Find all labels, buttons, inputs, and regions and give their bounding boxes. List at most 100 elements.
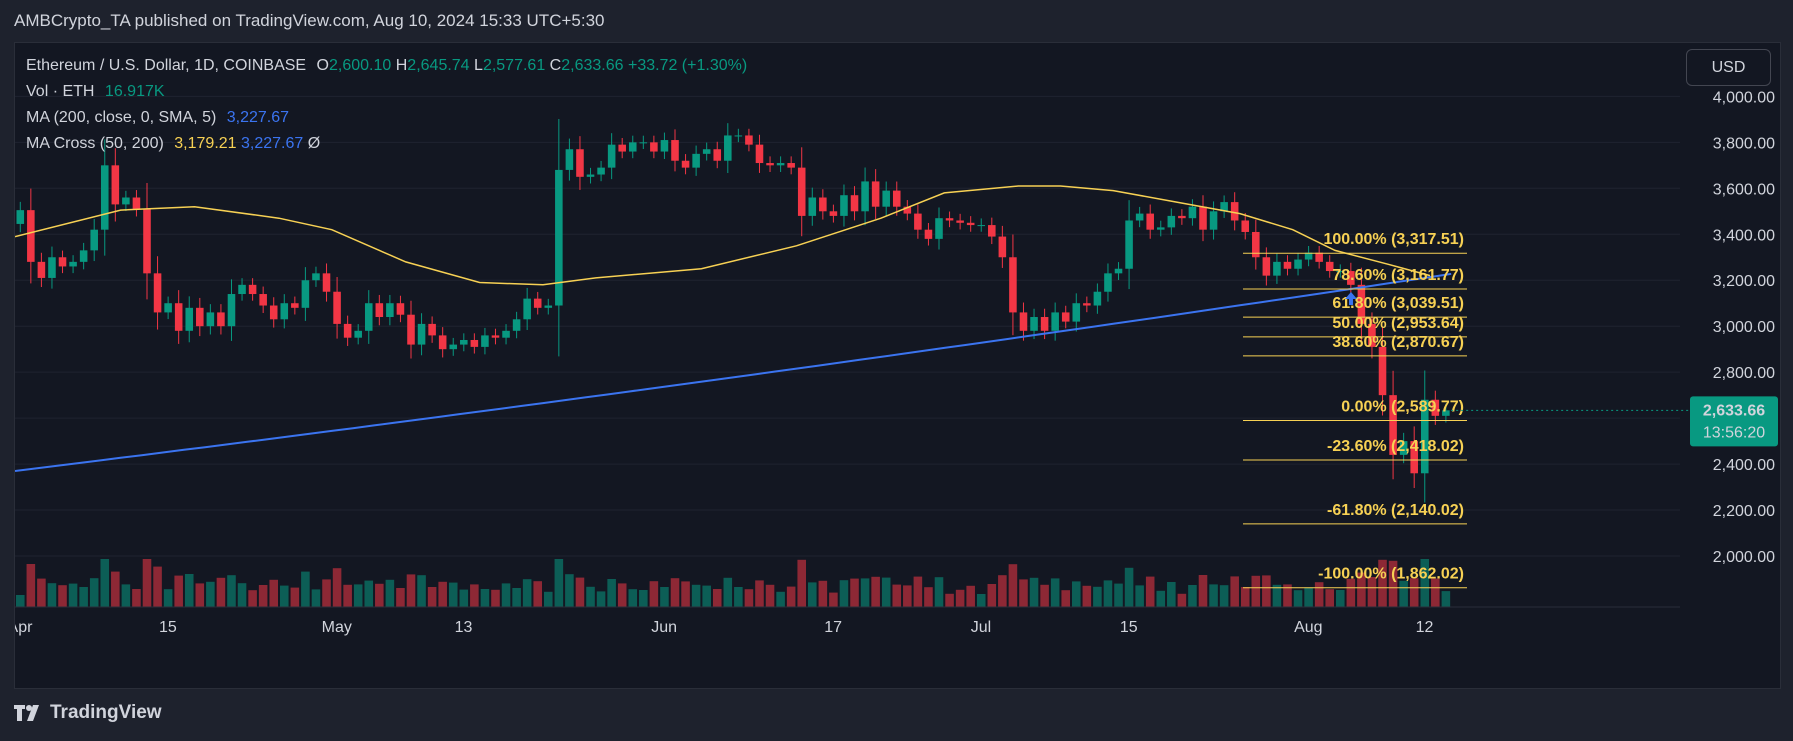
volume-bar: [744, 589, 754, 607]
volume-bar: [1272, 584, 1282, 607]
candle-body: [586, 174, 595, 177]
volume-bar: [544, 591, 553, 607]
candle-body: [1399, 441, 1408, 455]
volume-bar: [723, 577, 733, 607]
volume-bar: [934, 577, 944, 607]
volume-bar: [829, 592, 838, 607]
currency-button[interactable]: USD: [1686, 49, 1771, 86]
last-price-label: 2,633.66: [1703, 402, 1765, 419]
chart-panel[interactable]: 100.00% (3,317.51) 78.60% (3,161.77) 61.80…: [14, 42, 1781, 689]
volume-bar: [459, 589, 469, 607]
x-tick-label: 12: [1416, 619, 1434, 636]
volume-bar: [1431, 578, 1440, 607]
volume-bar: [417, 575, 426, 607]
x-tick-label: Jul: [971, 619, 991, 636]
volume-bar: [691, 584, 701, 607]
legend-open: 2,600.10: [329, 57, 392, 74]
volume-bar: [596, 591, 606, 607]
y-tick-label: 2,000.00: [1713, 549, 1775, 566]
candle-body: [1083, 303, 1091, 306]
volume-bar: [734, 587, 743, 607]
legend-cross-label: MA Cross (50, 200): [26, 135, 164, 152]
candle-body: [745, 135, 753, 145]
volume-bar: [924, 587, 933, 607]
volume-bar: [818, 580, 828, 607]
volume-bars: [16, 559, 1451, 607]
volume-bar: [1008, 564, 1018, 607]
volume-bar: [1135, 585, 1144, 607]
volume-bar: [332, 568, 342, 607]
candle-body: [153, 273, 162, 313]
candle-body: [512, 319, 521, 331]
candle-body: [966, 222, 975, 226]
candle-body: [1273, 261, 1281, 276]
candle-body: [438, 335, 447, 350]
candle-body: [618, 144, 626, 152]
volume-bar: [797, 559, 806, 607]
candle-body: [1378, 346, 1387, 396]
candle-body: [407, 314, 415, 345]
volume-bar: [480, 589, 490, 607]
candle-body: [396, 303, 405, 315]
legend-cross-slow: 3,227.67: [241, 135, 304, 152]
candle-body: [819, 197, 827, 212]
candle-body: [1252, 231, 1260, 258]
volume-bar: [639, 590, 648, 607]
candle-body: [364, 303, 373, 331]
candle-body: [1061, 312, 1070, 322]
candle-body: [755, 144, 764, 164]
volume-bar: [153, 566, 162, 607]
cross-marker-icon: [1345, 292, 1357, 305]
tradingview-logo[interactable]: TradingView: [14, 702, 162, 724]
candle-body: [259, 294, 267, 306]
candle-body: [871, 181, 880, 207]
legend-change: +33.72 (+1.30%): [627, 57, 748, 74]
candle-body: [375, 303, 384, 318]
candle-body: [533, 298, 542, 308]
candle-body: [998, 236, 1007, 258]
y-tick-label: 3,200.00: [1713, 273, 1775, 290]
legend-high-label: H: [395, 57, 408, 74]
candle-body: [671, 140, 679, 161]
candle-body: [1368, 323, 1376, 347]
candle-body: [1199, 206, 1207, 230]
legend-open-label: O: [316, 57, 329, 74]
fib-label: -61.80% (2,140.02): [1327, 502, 1464, 519]
volume-bar: [755, 580, 764, 607]
volume-bar: [1156, 590, 1166, 607]
candle-body: [90, 229, 98, 251]
volume-bar: [1061, 590, 1070, 607]
candle-body: [1030, 317, 1038, 331]
candle-body: [1336, 271, 1345, 273]
volume-bar: [491, 589, 500, 607]
volume-bar: [1093, 586, 1102, 607]
volume-bar: [1209, 584, 1218, 607]
volume-bar: [206, 581, 215, 607]
volume-bar: [660, 587, 669, 607]
y-tick-label: 2,800.00: [1713, 365, 1775, 382]
y-tick-label: 3,400.00: [1713, 227, 1775, 244]
candle-body: [132, 197, 141, 209]
volume-bar: [427, 587, 437, 607]
volume-bar: [776, 591, 785, 607]
volume-bar: [1283, 584, 1292, 607]
volume-bar: [195, 583, 205, 607]
legend-close: 2,633.66: [561, 57, 624, 74]
candle-body: [417, 323, 426, 345]
publish-info: AMBCrypto_TA published on TradingView.co…: [14, 11, 605, 30]
ma200-line: [15, 272, 1452, 472]
legend-close-label: C: [549, 57, 562, 74]
fib-label: 78.60% (3,161.77): [1332, 267, 1464, 284]
volume-bar: [903, 585, 912, 607]
volume-bar: [702, 585, 711, 607]
volume-bar: [565, 574, 574, 607]
candle-body: [386, 303, 394, 318]
candle-body: [607, 144, 616, 168]
volume-bar: [1409, 578, 1419, 607]
x-tick-label: 15: [159, 619, 177, 636]
legend-ma-label: MA (200, close, 0, SMA, 5): [26, 109, 217, 126]
fib-label: -100.00% (1,862.02): [1318, 566, 1464, 583]
price-chart[interactable]: 100.00% (3,317.51) 78.60% (3,161.77) 61.80…: [15, 43, 1780, 688]
candle-body: [502, 330, 510, 338]
candle-body: [460, 339, 468, 345]
